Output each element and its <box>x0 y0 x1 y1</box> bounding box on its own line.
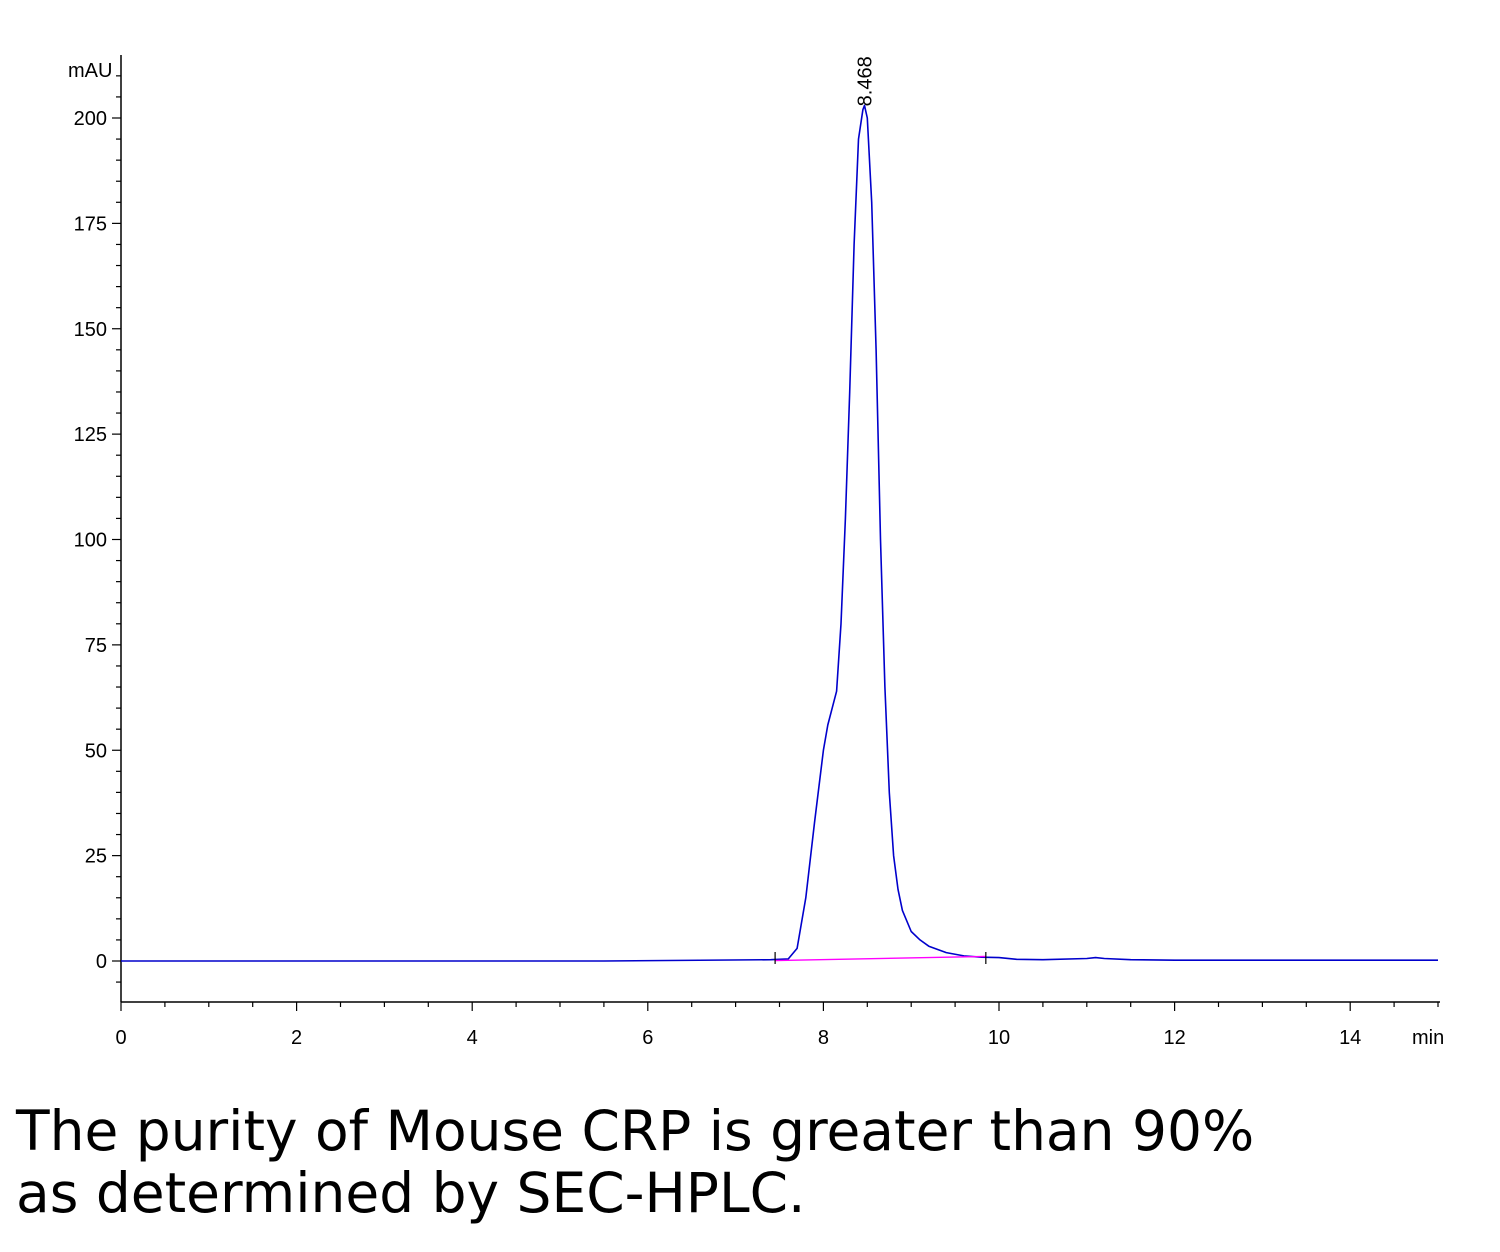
y-tick-label: 50 <box>85 740 107 762</box>
integration-baseline <box>775 955 986 962</box>
y-tick-label: 150 <box>74 319 107 341</box>
x-axis: 0 2 4 6 8 10 12 14 min <box>115 1001 1444 1049</box>
y-axis: 0 25 50 75 100 125 150 175 200 mAU <box>68 55 122 1002</box>
figure-caption: The purity of Mouse CRP is greater than … <box>16 1100 1476 1224</box>
y-tick-label: 0 <box>96 951 107 973</box>
x-tick-label: 0 <box>115 1027 126 1049</box>
chromatogram-trace <box>121 104 1438 962</box>
x-tick-label: 12 <box>1163 1027 1185 1049</box>
y-tick-label: 125 <box>74 424 107 446</box>
y-tick-label: 175 <box>74 213 107 235</box>
y-tick-label: 200 <box>74 108 107 130</box>
peak-label: 8.468 <box>854 56 876 106</box>
x-tick-label: 14 <box>1339 1027 1361 1049</box>
x-tick-label: 10 <box>988 1027 1010 1049</box>
x-axis-label: min <box>1412 1027 1444 1049</box>
caption-line-2: as determined by SEC-HPLC. <box>16 1161 806 1225</box>
plot-area: 8.468 <box>121 56 1438 964</box>
caption-line-1: The purity of Mouse CRP is greater than … <box>16 1099 1255 1163</box>
x-tick-label: 8 <box>818 1027 829 1049</box>
y-tick-label: 25 <box>85 846 107 868</box>
y-tick-label: 75 <box>85 635 107 657</box>
y-axis-label: mAU <box>68 60 112 82</box>
x-tick-label: 6 <box>642 1027 653 1049</box>
x-tick-label: 2 <box>291 1027 302 1049</box>
y-tick-label: 100 <box>74 530 107 552</box>
chromatogram-chart: 0 25 50 75 100 125 150 175 200 mAU 0 2 4 6 8 10 12 14 min… <box>68 55 1444 1049</box>
x-tick-label: 4 <box>467 1027 478 1049</box>
